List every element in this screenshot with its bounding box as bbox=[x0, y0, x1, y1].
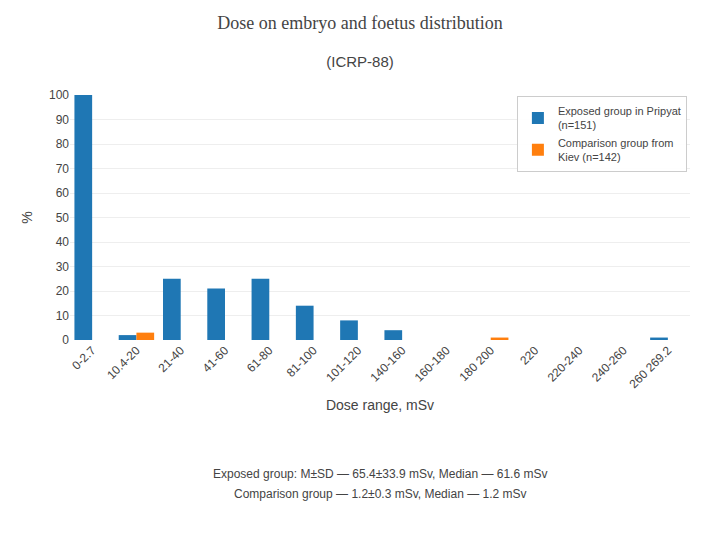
svg-text:41-60: 41-60 bbox=[200, 343, 232, 375]
svg-text:Dose on embryo and foetus dist: Dose on embryo and foetus distribution bbox=[217, 13, 502, 33]
svg-text:220-240: 220-240 bbox=[545, 343, 586, 384]
svg-text:10.4-20: 10.4-20 bbox=[104, 343, 143, 382]
svg-text:160-180: 160-180 bbox=[412, 343, 453, 384]
svg-text:20: 20 bbox=[56, 284, 70, 298]
svg-text:240-260: 240-260 bbox=[589, 343, 630, 384]
svg-text:61-80: 61-80 bbox=[244, 343, 276, 375]
svg-text:70: 70 bbox=[56, 162, 70, 176]
svg-text:Comparison group — 1.2±0.3 mSv: Comparison group — 1.2±0.3 mSv, Median —… bbox=[234, 487, 527, 501]
svg-text:60: 60 bbox=[56, 186, 70, 200]
svg-text:81-100: 81-100 bbox=[284, 343, 321, 380]
svg-text:100: 100 bbox=[49, 88, 69, 102]
svg-text:0: 0 bbox=[62, 333, 69, 347]
svg-text:Comparison group fromKiev (n=1: Comparison group fromKiev (n=142) bbox=[558, 137, 674, 163]
svg-text:Exposed group: M±SD — 65.4±33.: Exposed group: M±SD — 65.4±33.9 mSv, Med… bbox=[213, 467, 547, 481]
svg-text:260 269.2: 260 269.2 bbox=[627, 343, 675, 391]
svg-text:50: 50 bbox=[56, 211, 70, 225]
svg-text:(ICRP-88): (ICRP-88) bbox=[326, 53, 394, 70]
svg-text:90: 90 bbox=[56, 113, 70, 127]
svg-text:40: 40 bbox=[56, 235, 70, 249]
svg-text:30: 30 bbox=[56, 260, 70, 274]
svg-text:10: 10 bbox=[56, 309, 70, 323]
svg-text:21-40: 21-40 bbox=[155, 343, 187, 375]
svg-text:Dose range, mSv: Dose range, mSv bbox=[326, 397, 434, 413]
svg-text:180 200: 180 200 bbox=[456, 343, 497, 384]
svg-text:80: 80 bbox=[56, 137, 70, 151]
svg-text:%: % bbox=[19, 211, 35, 223]
svg-text:Exposed group in Pripyat(n=151: Exposed group in Pripyat(n=151) bbox=[558, 105, 681, 131]
svg-text:101-120: 101-120 bbox=[323, 343, 364, 384]
svg-text:220: 220 bbox=[517, 343, 541, 367]
svg-text:140-160: 140-160 bbox=[367, 343, 408, 384]
svg-text:0-2.7: 0-2.7 bbox=[69, 343, 98, 372]
